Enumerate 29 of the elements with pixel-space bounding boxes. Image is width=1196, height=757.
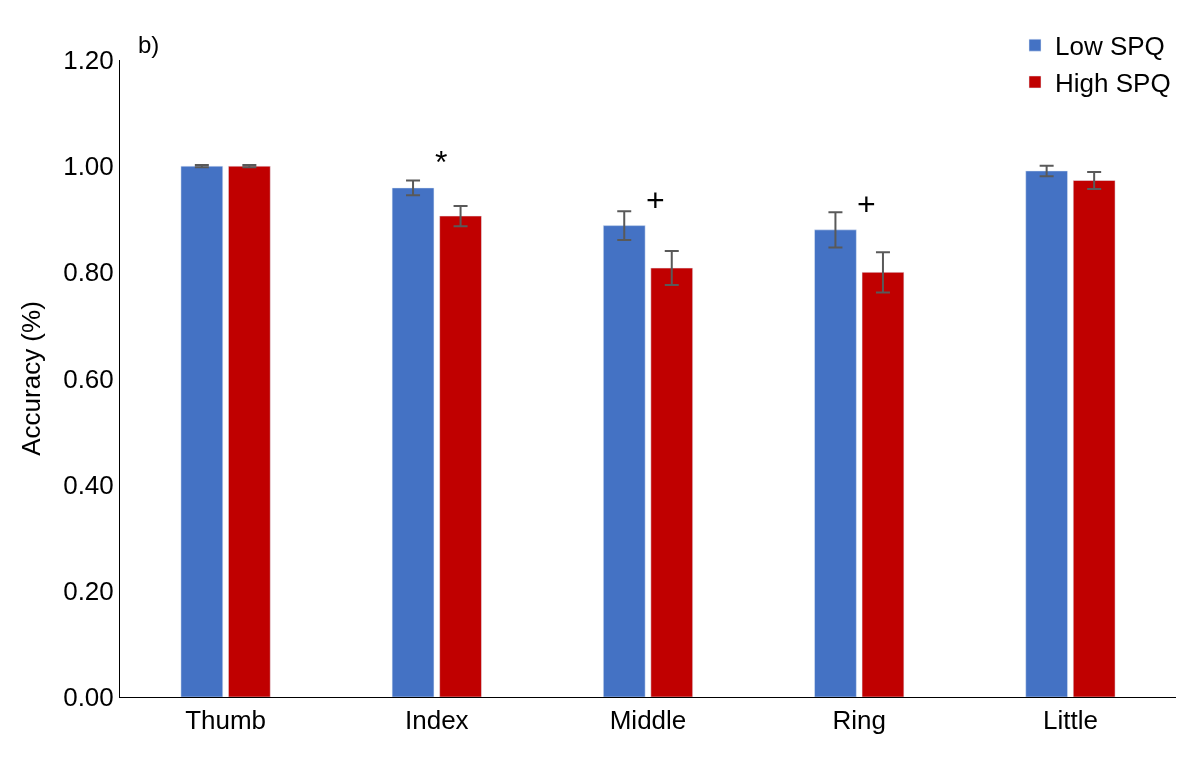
legend-label: Low SPQ (1055, 31, 1165, 62)
x-tick-label: Thumb (185, 705, 267, 736)
annotation: * (435, 144, 448, 180)
bar (814, 229, 857, 697)
bar (228, 165, 271, 697)
bar (650, 267, 693, 697)
bar (180, 165, 223, 697)
bar (603, 225, 646, 697)
bar (1073, 180, 1116, 697)
y-tick-label: 0.80 (63, 257, 114, 288)
y-tick-label: 0.20 (63, 575, 114, 606)
y-tick-label: 1.20 (63, 45, 114, 76)
legend-label: High SPQ (1055, 68, 1171, 99)
bar (391, 187, 435, 697)
bar (1025, 170, 1068, 697)
bar (439, 215, 482, 697)
y-axis-title: Accuracy (%) (15, 301, 46, 456)
y-tick-label: 0.40 (63, 469, 114, 500)
annotation: + (646, 182, 665, 218)
y-tick-label: 1.00 (63, 151, 114, 182)
bar (861, 272, 905, 697)
x-tick-label: Ring (832, 705, 886, 736)
annotation: + (857, 186, 876, 222)
x-tick-label: Index (405, 705, 469, 736)
x-tick-label: Little (1042, 705, 1098, 736)
text: b) (138, 31, 160, 58)
x-tick-label: Middle (609, 705, 687, 736)
y-tick-label: 0.60 (63, 363, 114, 394)
y-tick-label: 0.00 (63, 682, 114, 713)
